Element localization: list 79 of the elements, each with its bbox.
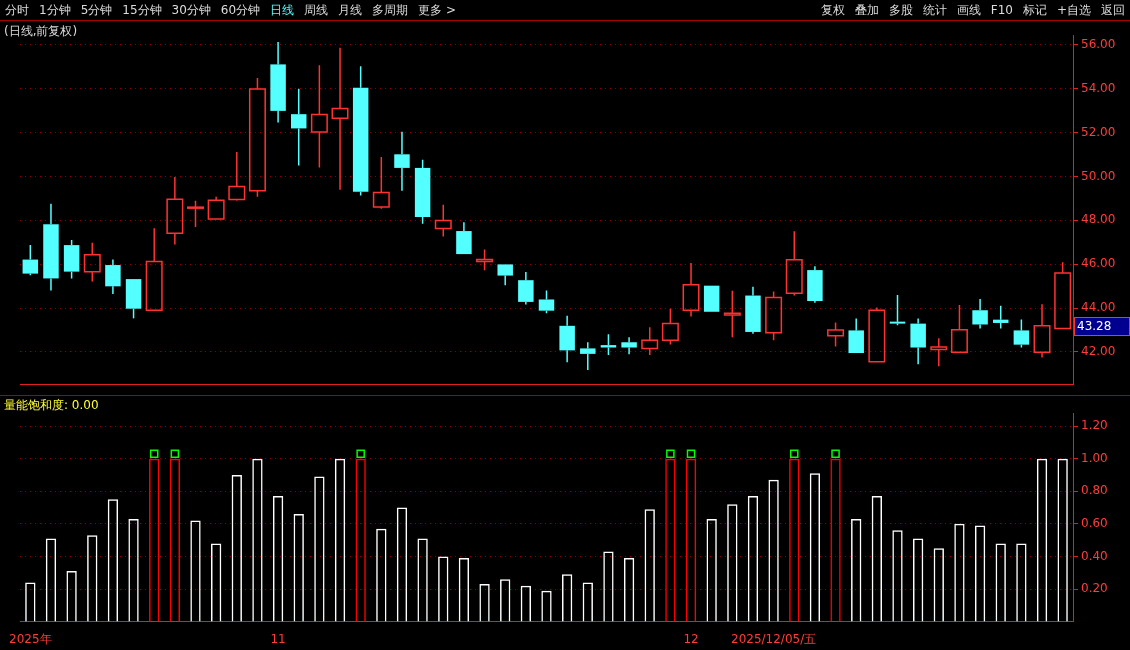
candlestick — [270, 41, 286, 124]
text: F10 — [989, 3, 1014, 17]
text: 5分钟 — [79, 1, 114, 19]
y-tick-label: 50.00 — [1081, 168, 1116, 183]
y-tick-label: 0.80 — [1081, 483, 1108, 498]
candlestick — [434, 204, 452, 238]
text: 周线 — [303, 1, 330, 19]
y-tick-label: 1.00 — [1081, 450, 1108, 465]
y-tick-label: 48.00 — [1081, 212, 1116, 227]
candlestick — [661, 307, 679, 346]
candlestick — [621, 336, 637, 356]
candlestick — [456, 221, 472, 255]
candlestick — [290, 87, 307, 167]
candlestick — [972, 298, 988, 330]
x-tick-label: 11 — [270, 631, 286, 646]
candlestick — [827, 321, 845, 348]
y-tick-label: 42.00 — [1081, 344, 1116, 359]
candlestick — [187, 200, 204, 228]
y-tick-label: 54.00 — [1081, 80, 1116, 95]
candlestick — [83, 241, 101, 283]
text: 43.28 — [1074, 317, 1130, 336]
candlestick — [372, 156, 390, 210]
candlestick — [105, 258, 121, 295]
candlestick — [641, 326, 659, 356]
candlestick — [930, 337, 948, 367]
candlestick — [950, 304, 968, 354]
candlestick — [848, 317, 864, 353]
text: 15分钟 — [121, 1, 163, 19]
text: 月线 — [337, 1, 364, 19]
text: 统计 — [921, 1, 948, 19]
y-tick-label: 46.00 — [1081, 256, 1116, 271]
y-tick-label: 0.40 — [1081, 548, 1108, 563]
candlestick — [228, 151, 246, 201]
candlestick — [600, 333, 617, 356]
candlestick — [1033, 303, 1051, 359]
candlestick — [145, 227, 163, 311]
candlestick — [476, 248, 494, 272]
text: 更多 > — [417, 1, 457, 19]
candlestick — [807, 265, 823, 304]
text: 画线 — [955, 1, 982, 19]
chart-title: (日线,前复权) — [4, 23, 78, 40]
text: 多周期 — [371, 1, 410, 19]
candlestick — [723, 289, 741, 338]
y-tick-label: 0.60 — [1081, 515, 1108, 530]
candlestick — [745, 286, 761, 335]
text: 30分钟 — [170, 1, 212, 19]
candlestick — [497, 264, 513, 286]
candlestick — [43, 202, 59, 292]
x-tick-label: 2025年 — [9, 631, 52, 646]
text: 日线 — [269, 1, 296, 19]
text: 叠加 — [853, 1, 880, 19]
candlestick — [331, 46, 349, 191]
text: 返回 — [1100, 1, 1126, 19]
text: 分时 — [4, 1, 30, 19]
y-tick-label: 0.20 — [1081, 581, 1108, 596]
x-tick-label: 2025/12/05/五 — [731, 631, 817, 646]
candlestick — [518, 271, 534, 306]
x-tick-label: 12 — [683, 631, 699, 646]
text: 标记 — [1021, 1, 1048, 19]
candlestick — [889, 294, 906, 327]
text: 复权 — [819, 1, 846, 19]
candlestick — [310, 64, 328, 169]
candlestick — [580, 341, 596, 371]
candlestick — [868, 306, 886, 363]
text: 1分钟 — [38, 1, 72, 19]
candlestick — [394, 130, 410, 192]
candlestick — [166, 176, 184, 246]
candlestick — [910, 317, 926, 365]
text: 多股 — [887, 1, 914, 19]
y-tick-label: 56.00 — [1081, 36, 1116, 51]
y-tick-label: 44.00 — [1081, 300, 1116, 315]
candlestick — [682, 262, 700, 318]
y-tick-label: 1.20 — [1081, 418, 1108, 433]
candlestick — [559, 314, 575, 363]
y-tick-label: 52.00 — [1081, 124, 1116, 139]
chart-title: 量能饱和度: 0.00 — [4, 397, 99, 414]
text: +自选 — [1055, 1, 1092, 19]
candlestick — [352, 65, 369, 197]
text: 60分钟 — [219, 1, 262, 19]
